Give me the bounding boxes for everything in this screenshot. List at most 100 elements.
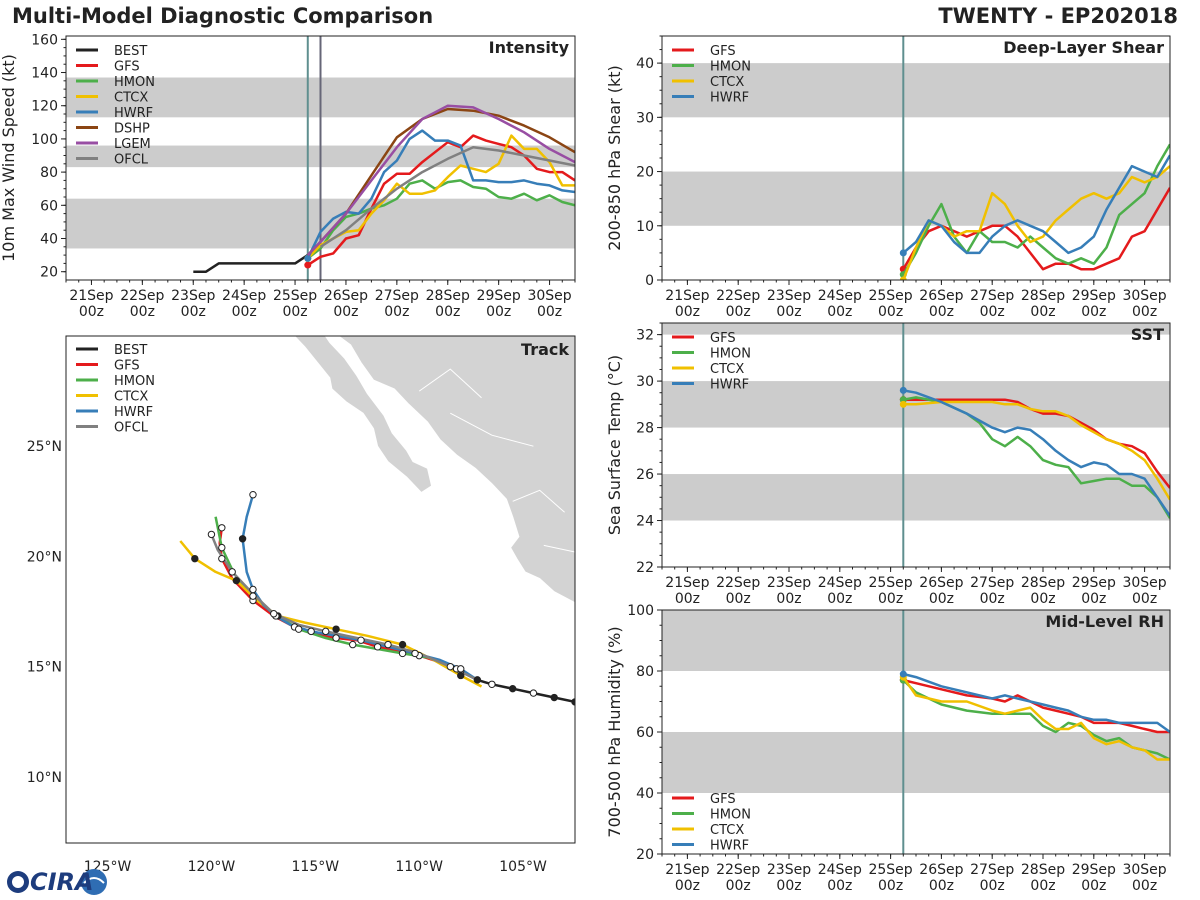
track-point-best (488, 680, 496, 688)
storm-name: TWENTY - EP202018 (938, 4, 1178, 28)
y-tick-label: 24 (636, 514, 654, 530)
x-tick-label: 29Sep (1072, 862, 1116, 878)
track-point-hmon (398, 649, 407, 658)
lat-tick-label: 10°N (27, 770, 62, 786)
x-tick-label: 28Sep (1021, 288, 1065, 304)
x-tick-label: 24Sep (818, 862, 862, 878)
x-tick-label-time: 00z (929, 591, 954, 607)
lon-tick-label: 120°W (188, 859, 236, 875)
panel-title: SST (1131, 325, 1164, 344)
logo-text: CIRA (30, 868, 94, 896)
legend-label-ofcl: OFCL (114, 421, 149, 436)
track-point-ctcx (457, 671, 465, 680)
series-gfs (307, 134, 575, 267)
y-axis-label: 700-500 hPa Humidity (%) (605, 626, 624, 837)
x-tick-label: 27Sep (970, 288, 1014, 304)
series-ofcl (319, 145, 575, 248)
init-point-hwrf (899, 670, 907, 678)
x-tick-label-time: 00z (878, 878, 903, 894)
y-tick-label: 80 (40, 165, 58, 181)
x-tick-label-time: 00z (486, 304, 511, 320)
series-hmon (902, 143, 1170, 276)
band-0 (662, 732, 1170, 793)
y-axis-label: Sea Surface Temp (°C) (605, 355, 624, 535)
legend-label-hmon: HMON (114, 75, 155, 90)
legend-label-gfs: GFS (710, 792, 736, 807)
init-point-hwrf (304, 254, 312, 262)
x-tick-label: 23Sep (767, 288, 811, 304)
track-point-ctcx (398, 640, 407, 649)
track-point-hwrf (411, 649, 419, 658)
track-point-ofcl (321, 627, 330, 636)
x-tick-label: 26Sep (324, 288, 368, 304)
series-ctcx (903, 400, 1170, 501)
x-tick-label: 22Sep (716, 288, 760, 304)
track-gfs (218, 527, 478, 682)
x-tick-label-time: 00z (878, 304, 903, 320)
x-tick-label: 22Sep (120, 288, 164, 304)
y-tick-label: 30 (636, 110, 654, 126)
track-point-hwrf (307, 627, 315, 636)
x-tick-label-time: 00z (776, 304, 801, 320)
x-tick-label-time: 00z (675, 304, 700, 320)
lat-tick-label: 25°N (27, 439, 62, 455)
x-tick-label-time: 00z (1081, 591, 1106, 607)
x-tick-label: 29Sep (477, 288, 521, 304)
legend-label-hwrf: HWRF (710, 839, 749, 854)
track-point-hwrf (249, 585, 257, 594)
x-tick-label-time: 00z (1030, 591, 1055, 607)
band-1 (662, 63, 1170, 118)
state-border (543, 544, 575, 553)
x-tick-label: 21Sep (665, 862, 709, 878)
x-tick-label: 30Sep (527, 288, 571, 304)
y-tick-label: 20 (636, 165, 654, 181)
panel-track: 125°W 120°W 115°W 110°W 105°W10°N15°N20°N25°… (27, 335, 576, 875)
x-tick-label: 22Sep (716, 862, 760, 878)
x-tick-label-time: 00z (1030, 304, 1055, 320)
series-group (899, 143, 1170, 280)
series-hwrf (903, 389, 1170, 517)
y-tick-label: 30 (636, 374, 654, 390)
legend-label-ctcx: CTCX (114, 91, 148, 106)
legend-label-gfs: GFS (710, 44, 736, 59)
legend-label-gfs: GFS (114, 60, 140, 75)
x-tick-label: 27Sep (970, 862, 1014, 878)
panel-shear: 01020304021Sep00z22Sep00z23Sep00z24Sep00… (605, 35, 1171, 320)
x-tick-label: 28Sep (1021, 862, 1065, 878)
lon-tick-label: 115°W (292, 859, 340, 875)
x-tick-label: 25Sep (273, 288, 317, 304)
y-tick-label: 40 (636, 56, 654, 72)
panel-title: Deep-Layer Shear (1003, 38, 1164, 57)
legend-label-ctcx: CTCX (114, 390, 148, 405)
x-tick-label-time: 00z (675, 878, 700, 894)
track-point-ofcl (228, 568, 236, 576)
lat-tick-label: 15°N (27, 660, 62, 676)
track-point-gfs (218, 554, 226, 563)
legend-label-hwrf: HWRF (710, 91, 749, 106)
legend-label-hmon: HMON (710, 347, 751, 362)
y-tick-label: 140 (31, 66, 58, 82)
y-tick-label: 60 (636, 725, 654, 741)
x-tick-label-time: 00z (537, 304, 562, 320)
x-tick-label: 30Sep (1122, 575, 1166, 591)
y-tick-label: 20 (636, 847, 654, 863)
mainland-mexico (337, 336, 575, 604)
track-point-hmon (218, 543, 226, 552)
x-tick-label: 23Sep (767, 862, 811, 878)
x-tick-label: 21Sep (665, 575, 709, 591)
series-ctcx (902, 165, 1170, 280)
x-tick-label: 21Sep (69, 288, 113, 304)
state-border (450, 412, 534, 447)
legend-label-hwrf: HWRF (710, 378, 749, 393)
x-tick-label-time: 00z (827, 304, 852, 320)
axes-frame (65, 335, 576, 844)
track-point-best (473, 676, 482, 684)
x-tick-label: 26Sep (919, 288, 963, 304)
y-tick-label: 10 (636, 219, 654, 235)
x-tick-label-time: 00z (1132, 878, 1157, 894)
x-tick-label-time: 00z (675, 591, 700, 607)
x-tick-label-time: 00z (333, 304, 358, 320)
x-tick-label-time: 00z (726, 591, 751, 607)
y-tick-label: 100 (627, 603, 654, 619)
